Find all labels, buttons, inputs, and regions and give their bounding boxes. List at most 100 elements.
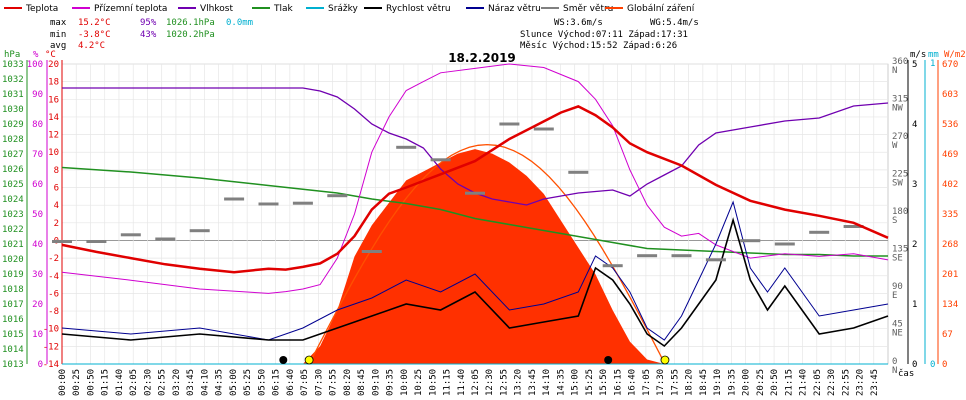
x-tick-label: 08:20 xyxy=(343,369,353,396)
unit-ms: m/s xyxy=(910,50,926,60)
stats-max-press: 1026.1hPa xyxy=(166,18,215,28)
temperature-tick-label: 10 xyxy=(48,148,59,158)
x-tick-label: 22:55 xyxy=(841,369,851,396)
series-rychlost-vetru xyxy=(61,217,889,348)
x-tick-label: 20:00 xyxy=(742,369,752,396)
x-tick-label: 20:50 xyxy=(770,369,780,396)
x-axis-label: čas xyxy=(898,368,914,379)
unit-hpa: hPa xyxy=(4,50,20,60)
x-tick-label: 03:45 xyxy=(186,369,196,396)
moonrise-marker xyxy=(604,356,613,364)
sunrise-marker xyxy=(304,355,314,365)
pressure-tick-label: 1032 xyxy=(2,75,24,85)
wind-dir-point xyxy=(120,233,141,237)
temperature-tick-label: 12 xyxy=(48,131,59,141)
wind-dir-point xyxy=(361,250,382,253)
temperature-tick-label: -12 xyxy=(43,342,59,352)
humidity-tick-label: 20 xyxy=(32,300,43,310)
pressure-tick-label: 1016 xyxy=(2,315,24,325)
x-tick-label: 15:25 xyxy=(585,369,595,396)
x-tick-label: 02:30 xyxy=(143,369,153,396)
pressure-tick-label: 1026 xyxy=(2,165,24,175)
info-ws: WS:3.6m/s xyxy=(554,18,603,28)
x-tick-label: 00:50 xyxy=(86,369,96,396)
x-tick-label: 08:45 xyxy=(357,369,367,396)
wind-tick-label: 5 xyxy=(912,60,917,70)
humidity-tick-label: 70 xyxy=(32,150,43,160)
x-tick-label: 04:10 xyxy=(200,369,210,396)
radiation-tick-label: 603 xyxy=(942,90,958,100)
x-tick-label: 01:15 xyxy=(101,369,111,396)
wind-dir-tick-label: SE xyxy=(892,254,903,264)
x-tick-label: 05:25 xyxy=(243,369,253,396)
humidity-tick-label: 90 xyxy=(32,90,43,100)
humidity-tick-label: 0 xyxy=(38,360,43,370)
wind-dir-point xyxy=(809,230,830,234)
pressure-tick-label: 1028 xyxy=(2,135,24,145)
wind-dir-tick-label: 270 xyxy=(892,132,908,142)
temperature-tick-label: 8 xyxy=(54,166,59,176)
wind-dir-point xyxy=(465,191,485,195)
wind-dir-tick-label: 225 xyxy=(892,170,908,180)
humidity-tick-label: 30 xyxy=(32,270,43,280)
wind-dir-point xyxy=(568,170,589,174)
x-tick-label: 20:25 xyxy=(756,369,766,396)
wind-dir-point xyxy=(155,237,176,241)
wind-dir-tick-label: S xyxy=(892,216,897,226)
wind-dir-point xyxy=(224,197,245,201)
pressure-tick-label: 1017 xyxy=(2,300,24,310)
humidity-tick-label: 100 xyxy=(27,60,43,70)
stats-panel: max 15.2°C 95% 1026.1hPa 0.0mm min -3.8°… xyxy=(50,18,253,51)
legend-label: Přízemní teplota xyxy=(94,4,167,14)
wind-dir-tick-label: 315 xyxy=(892,95,908,105)
x-tick-label: 14:35 xyxy=(556,369,566,396)
unit-wm2: W/m2 xyxy=(944,50,966,60)
x-tick-label: 05:50 xyxy=(257,369,267,396)
wind-dir-point xyxy=(430,158,451,162)
wind-tick-label: 1 xyxy=(912,300,917,310)
pressure-tick-label: 1020 xyxy=(2,255,24,265)
temperature-tick-label: -6 xyxy=(48,289,59,299)
wind-dir-tick-label: SW xyxy=(892,179,903,189)
x-tick-label: 05:00 xyxy=(229,369,239,396)
wind-dir-point xyxy=(602,264,623,268)
x-tick-label: 07:55 xyxy=(329,369,339,396)
wind-tick-label: 2 xyxy=(912,240,917,250)
info-wg: WG:5.4m/s xyxy=(650,18,699,28)
legend-label: Rychlost větru xyxy=(386,4,451,14)
temperature-tick-label: -8 xyxy=(48,307,59,317)
x-tick-label: 02:55 xyxy=(158,369,168,396)
x-tick-label: 07:30 xyxy=(314,369,324,396)
x-tick-label: 04:35 xyxy=(215,369,225,396)
wind-dir-tick-label: N xyxy=(892,366,897,376)
pressure-tick-label: 1013 xyxy=(2,360,24,370)
wind-tick-label: 3 xyxy=(912,180,917,190)
legend-label: Vlhkost xyxy=(200,4,233,14)
series-globalni-zareni xyxy=(302,149,665,364)
series-tlak xyxy=(61,166,888,257)
x-tick-label: 15:50 xyxy=(599,369,609,396)
legend: Teplota Přízemní teplota Vlhkost Tlak Srážky… xyxy=(4,4,695,14)
x-tick-label: 10:25 xyxy=(414,369,424,396)
stats-min-press: 1020.2hPa xyxy=(166,30,215,40)
x-tick-label: 10:50 xyxy=(428,369,438,396)
temperature-tick-label: 4 xyxy=(54,201,59,211)
pressure-tick-label: 1033 xyxy=(2,60,24,70)
rain-tick-label: 0 xyxy=(930,360,935,370)
pressure-tick-label: 1027 xyxy=(2,150,24,160)
x-tick-label: 23:45 xyxy=(870,369,880,396)
x-tick-label: 10:00 xyxy=(400,369,410,396)
legend-label: Tlak xyxy=(273,4,294,14)
radiation-tick-label: 536 xyxy=(942,120,958,130)
unit-mm: mm xyxy=(928,50,939,60)
x-tick-label: 06:15 xyxy=(272,369,282,396)
x-tick-label: 07:05 xyxy=(300,369,310,396)
pressure-tick-label: 1022 xyxy=(2,225,24,235)
series-naraz-vetru xyxy=(61,200,889,341)
temperature-tick-label: 14 xyxy=(48,113,59,123)
series-teplota xyxy=(61,105,889,274)
x-tick-label: 18:20 xyxy=(685,369,695,396)
x-tick-label: 21:40 xyxy=(799,369,809,396)
info-moon: Měsíc Východ:15:52 Západ:6:26 xyxy=(520,41,677,51)
